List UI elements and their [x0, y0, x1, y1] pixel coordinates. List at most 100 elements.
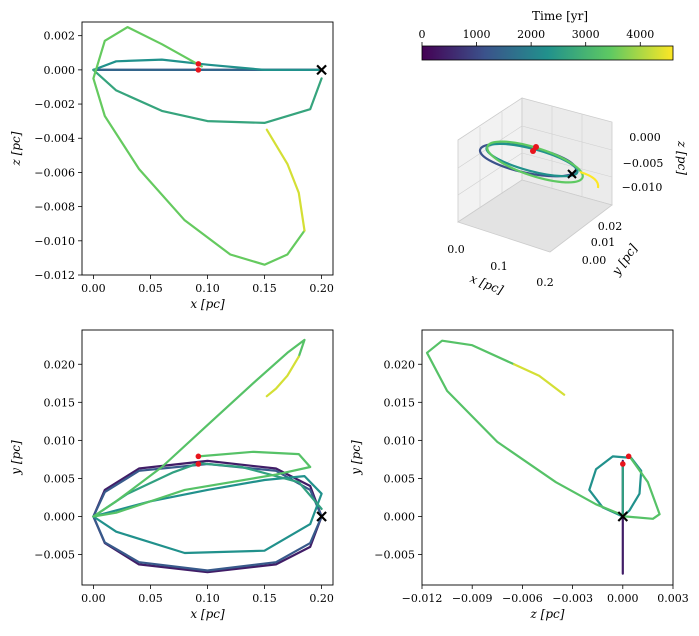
- panel-3d: 0.0 0.1 0.2 0.00 0.01 0.02 0.000 −0.005 −0.010 x…: [447, 97, 689, 297]
- series-line: [265, 355, 300, 398]
- y-tick-label: 0.015: [384, 396, 416, 409]
- ticks-3d: 0.0 0.1 0.2 0.00 0.01 0.02 0.000 −0.005 −0.010: [447, 131, 663, 289]
- red-point: [195, 67, 202, 73]
- axes-frame: [421, 329, 674, 586]
- y-tick-label: −0.002: [34, 98, 75, 111]
- x-tick-label: 0.20: [309, 282, 334, 295]
- red-point-3d-2: [530, 148, 536, 154]
- x-tick-label: −0.006: [502, 592, 543, 605]
- series-line: [92, 26, 306, 266]
- series-line: [588, 455, 643, 518]
- panel-bottom-right: −0.012 −0.009 −0.006 −0.003 0.000 0.003 0.020 0…: [349, 329, 689, 621]
- y-tick-label: 0.010: [384, 434, 416, 447]
- y-tick-label: −0.010: [34, 235, 75, 248]
- panels-2d: 0.00 0.05 0.10 0.15 0.200.0020.000−0.002−0.0…: [9, 21, 689, 621]
- y-tick-label: 0.000: [384, 510, 416, 523]
- x-tick-label: 0.05: [138, 592, 163, 605]
- colorbar-tick-label: 0: [419, 28, 426, 41]
- red-point: [195, 61, 202, 67]
- tick-label-3d-z: 0.000: [629, 131, 661, 144]
- tick-label-3d-y: 0.01: [591, 236, 616, 249]
- colorbar-tick-label: 4000: [626, 28, 654, 41]
- axis-label-3d-x: x [pc]: [468, 271, 505, 297]
- y-tick-label: 0.010: [44, 434, 76, 447]
- colorbar-label: Time [yr]: [532, 9, 588, 23]
- x-tick-label: 0.15: [252, 282, 277, 295]
- axis-label-3d-z: z [pc]: [675, 140, 689, 175]
- y-tick-label: −0.012: [34, 269, 75, 282]
- red-point: [195, 453, 202, 460]
- y-tick-label: 0.015: [44, 396, 76, 409]
- colorbar-tick-label: 3000: [572, 28, 600, 41]
- red-point: [195, 461, 202, 467]
- tick-label-3d-x: 0.1: [490, 260, 508, 273]
- y-tick-label: 0.020: [384, 358, 416, 371]
- y-tick-label: 0.020: [44, 358, 76, 371]
- colorbar-tick-label: 2000: [517, 28, 545, 41]
- series-group: [425, 339, 661, 575]
- tick-label-3d-x: 0.2: [536, 276, 554, 289]
- orbit-3d-loop-3: [486, 140, 584, 184]
- orbit-3d-tail: [579, 170, 600, 189]
- x-tick-label: 0.000: [607, 592, 639, 605]
- series-line: [92, 475, 323, 555]
- series-line: [92, 68, 323, 125]
- x-tick-label: 0.05: [138, 282, 163, 295]
- x-tick-label: 0.10: [195, 282, 220, 295]
- panel-top-left: 0.00 0.05 0.10 0.15 0.20 0.002 0.000 −0.002 −0.0…: [9, 21, 334, 311]
- start-marker: [316, 511, 327, 522]
- start-marker: [617, 511, 629, 522]
- tick-label-3d-z: −0.010: [622, 181, 663, 194]
- y-tick-label: 0.002: [44, 30, 76, 43]
- colorbar-tick-label: 1000: [463, 28, 491, 41]
- y-axis-label: z [pc]: [9, 131, 23, 166]
- start-marker: [316, 64, 327, 76]
- x-tick-label: 0.003: [657, 592, 689, 605]
- orbit-3d: [478, 140, 600, 189]
- x-tick-label: −0.003: [552, 592, 593, 605]
- y-tick-label: 0.000: [44, 64, 76, 77]
- x-axis-label: x [pc]: [190, 297, 225, 311]
- tick-label-3d-y: 0.00: [582, 254, 607, 267]
- series-group: [92, 338, 323, 574]
- y-tick-label: −0.005: [374, 549, 415, 562]
- x-axis-label: x [pc]: [190, 607, 225, 621]
- x-tick-label: 0.00: [81, 592, 106, 605]
- x-axis-label: z [pc]: [530, 607, 565, 621]
- y-tick-label: 0.005: [384, 472, 416, 485]
- tick-label-3d-y: 0.02: [598, 220, 623, 233]
- x-tick-label: 0.20: [309, 592, 334, 605]
- tick-label-3d-x: 0.0: [447, 243, 465, 256]
- series-group: [92, 26, 323, 266]
- y-tick-label: 0.000: [44, 510, 76, 523]
- start-marker-3d: [567, 169, 577, 179]
- x-tick-label: 0.00: [81, 282, 106, 295]
- red-point: [625, 453, 632, 460]
- red-point: [620, 461, 626, 467]
- series-line: [425, 339, 661, 520]
- colorbar: Time [yr] 0 1000 2000 3000 4000: [419, 9, 674, 61]
- x-tick-label: 0.15: [252, 592, 277, 605]
- series-line: [92, 58, 323, 72]
- y-tick-label: 0.005: [44, 472, 76, 485]
- series-line: [92, 338, 312, 518]
- panel-bottom-left: 0.00 0.05 0.10 0.15 0.20 0.020 0.015 0.010 0.005…: [9, 329, 334, 621]
- series-line: [265, 128, 306, 232]
- colorbar-ticks: 0 1000 2000 3000 4000: [419, 28, 654, 46]
- y-axis-label: y [pc]: [9, 440, 23, 476]
- axes-frame: [81, 329, 334, 586]
- x-tick-label: −0.012: [402, 592, 443, 605]
- tick-label-3d-z: −0.005: [623, 157, 664, 170]
- x-tick-label: 0.10: [195, 592, 220, 605]
- x-tick-label: −0.009: [452, 592, 493, 605]
- y-tick-label: −0.008: [34, 201, 75, 214]
- colorbar-bar: [421, 45, 674, 61]
- y-tick-label: −0.006: [34, 166, 75, 179]
- grid-3d: [457, 106, 613, 208]
- y-tick-label: −0.005: [34, 549, 75, 562]
- y-axis-label: y [pc]: [349, 440, 363, 476]
- y-tick-label: −0.004: [34, 132, 75, 145]
- series-line: [512, 363, 566, 396]
- pane-floor: [457, 179, 613, 253]
